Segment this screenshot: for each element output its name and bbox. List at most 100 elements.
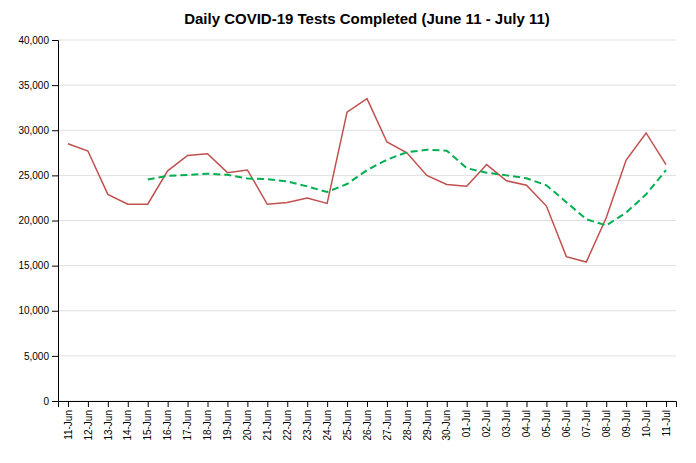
axis-line	[52, 41, 59, 402]
grid-line	[58, 85, 676, 86]
grid	[58, 40, 676, 401]
tick-label: 12-Jun	[83, 410, 94, 441]
tick-mark	[387, 401, 388, 407]
tick-label: 14-Jun	[122, 410, 133, 441]
tick: 19-Jun	[222, 401, 233, 441]
tick-label: 15,000	[18, 260, 49, 271]
tick-mark	[208, 401, 209, 407]
tick-label: 16-Jun	[162, 410, 173, 441]
tick-label: 26-Jun	[362, 410, 373, 441]
tick-mark	[526, 401, 527, 407]
tick-mark	[407, 401, 408, 407]
tick-mark	[666, 401, 667, 407]
tick-label: 21-Jun	[262, 410, 273, 441]
tick: 20,000	[18, 215, 58, 226]
tick-mark	[586, 401, 587, 407]
tick-label: 35,000	[18, 80, 49, 91]
tick-label: 25-Jun	[342, 410, 353, 441]
tick-mark	[626, 401, 627, 407]
tick-label: 40,000	[18, 35, 49, 46]
tick-label: 15-Jun	[142, 410, 153, 441]
tick-label: 22-Jun	[282, 410, 293, 441]
tick: 35,000	[18, 80, 58, 91]
tick-mark	[646, 401, 647, 407]
tick: 29-Jun	[422, 401, 433, 441]
tick: 13-Jun	[103, 401, 114, 441]
tick: 28-Jun	[402, 401, 413, 441]
tick-mark	[546, 401, 547, 407]
tick-mark	[168, 401, 169, 407]
tick-label: 07-Jul	[581, 410, 592, 437]
tick: 15,000	[18, 260, 58, 271]
tick: 15-Jun	[142, 401, 153, 441]
tick: 10-Jul	[641, 401, 652, 437]
tick: 02-Jul	[481, 401, 492, 437]
x-axis: 11-Jun 12-Jun 13-Jun 14-Jun 15-Jun 16-Jun 17-J…	[59, 401, 677, 441]
tick-label: 30-Jun	[441, 410, 452, 441]
tick-mark	[347, 401, 348, 407]
tick: 21-Jun	[262, 401, 273, 441]
tick: 22-Jun	[282, 401, 293, 441]
tick-label: 20,000	[18, 215, 49, 226]
tick-label: 30,000	[18, 125, 49, 136]
tick: 14-Jun	[122, 401, 133, 441]
tick-label: 29-Jun	[422, 410, 433, 441]
tick-mark	[327, 401, 328, 407]
tick: 07-Jul	[581, 401, 592, 437]
tick-mark	[52, 175, 58, 176]
tick: 17-Jun	[182, 401, 193, 441]
tick-label: 09-Jul	[621, 410, 632, 437]
grid-line	[58, 130, 676, 131]
tick-label: 04-Jul	[521, 410, 532, 437]
tick-mark	[88, 401, 89, 407]
tick-mark	[606, 401, 607, 407]
tick-label: 24-Jun	[322, 410, 333, 441]
tick-mark	[52, 221, 58, 222]
tick-label: 17-Jun	[182, 410, 193, 441]
tick-label: 18-Jun	[202, 410, 213, 441]
tick: 03-Jul	[501, 401, 512, 437]
tick-label: 08-Jul	[601, 410, 612, 437]
tick-mark	[52, 85, 58, 86]
tick-mark	[148, 401, 149, 407]
tick: 0	[43, 396, 58, 407]
title: Daily COVID-19 Tests Completed (June 11 …	[184, 10, 550, 27]
tick-mark	[52, 401, 58, 402]
tick-label: 25,000	[18, 170, 49, 181]
tick: 25-Jun	[342, 401, 353, 441]
tick: 11-Jul	[661, 401, 672, 437]
tick-label: 19-Jun	[222, 410, 233, 441]
tick: 40,000	[18, 35, 58, 46]
grid-line	[58, 220, 676, 221]
tick-label: 03-Jul	[501, 410, 512, 437]
tick: 27-Jun	[382, 401, 393, 441]
series-line	[68, 99, 666, 262]
tick-mark	[52, 356, 58, 357]
tick-mark	[507, 401, 508, 407]
tick: 16-Jun	[162, 401, 173, 441]
tick: 09-Jul	[621, 401, 632, 437]
tick-label: 27-Jun	[382, 410, 393, 441]
tick: 25,000	[18, 170, 58, 181]
tick-label: 28-Jun	[402, 410, 413, 441]
tick-mark	[307, 401, 308, 407]
plot: 05,00010,00015,00020,00025,00030,00035,0…	[18, 35, 676, 441]
tick-mark	[52, 311, 58, 312]
tick: 12-Jun	[83, 401, 94, 441]
grid-line	[58, 310, 676, 311]
y-axis: 05,00010,00015,00020,00025,00030,00035,0…	[18, 35, 58, 407]
grid-line	[58, 175, 676, 176]
tick-mark	[188, 401, 189, 407]
tick: 10,000	[18, 305, 58, 316]
tick-label: 02-Jul	[481, 410, 492, 437]
chart: 05,00010,00015,00020,00025,00030,00035,0…	[0, 0, 696, 463]
tick-label: 11-Jun	[63, 410, 74, 440]
tick-mark	[68, 401, 69, 407]
tick: 30,000	[18, 125, 58, 136]
tick-mark	[427, 401, 428, 407]
tick-label: 23-Jun	[302, 410, 313, 441]
tick: 24-Jun	[322, 401, 333, 441]
tick-label: 13-Jun	[103, 410, 114, 441]
tick: 11-Jun	[63, 401, 74, 440]
tick-label: 20-Jun	[242, 410, 253, 441]
